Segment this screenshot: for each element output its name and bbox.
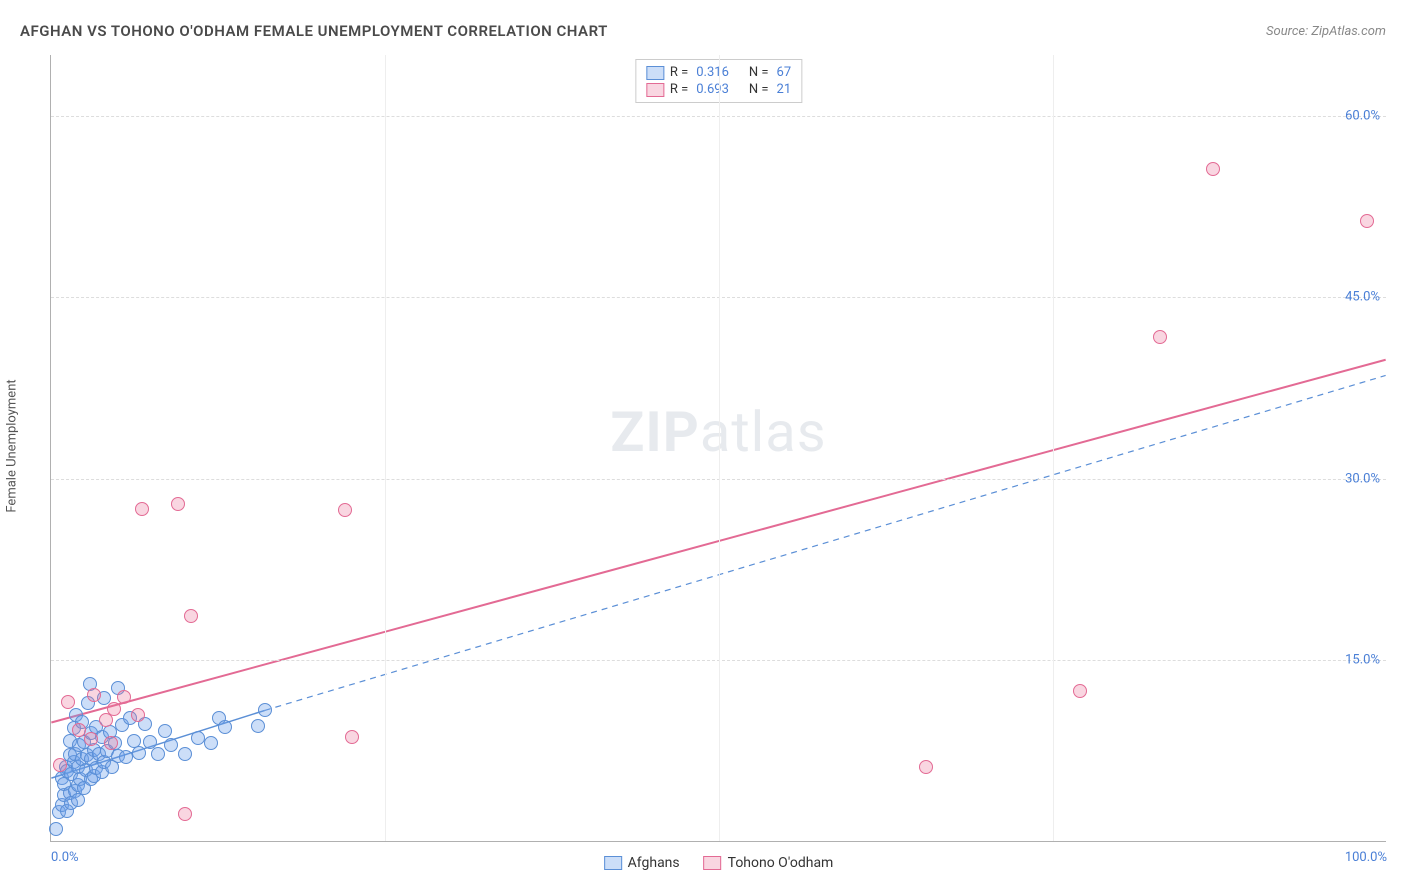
source-attribution: Source: ZipAtlas.com — [1266, 24, 1386, 39]
data-point — [84, 732, 98, 746]
gridline-v — [385, 55, 386, 841]
stat-n-value: 21 — [777, 82, 792, 97]
stat-n-label: N = — [749, 65, 769, 80]
stat-r-label: R = — [670, 65, 688, 80]
legend-swatch — [646, 83, 664, 97]
data-point — [191, 731, 205, 745]
gridline-v — [719, 55, 720, 841]
stat-r-value: 0.693 — [696, 82, 729, 97]
y-tick-label: 60.0% — [1345, 108, 1380, 123]
data-point — [171, 497, 185, 511]
legend-label: Afghans — [628, 855, 680, 871]
y-axis-label: Female Unemployment — [5, 379, 20, 512]
stat-r-value: 0.316 — [696, 65, 729, 80]
data-point — [71, 793, 85, 807]
legend-label: Tohono O'odham — [728, 855, 834, 871]
data-point — [1360, 214, 1374, 228]
data-point — [1206, 162, 1220, 176]
data-point — [919, 760, 933, 774]
data-point — [218, 720, 232, 734]
stat-n-label: N = — [749, 82, 769, 97]
y-tick-label: 30.0% — [1345, 471, 1380, 486]
x-tick-label: 100.0% — [1345, 850, 1387, 865]
data-point — [132, 746, 146, 760]
chart-title: AFGHAN VS TOHONO O'ODHAM FEMALE UNEMPLOY… — [20, 22, 608, 40]
data-point — [338, 503, 352, 517]
gridline-v — [1053, 55, 1054, 841]
data-point — [178, 807, 192, 821]
data-point — [49, 822, 63, 836]
legend-item: Tohono O'odham — [704, 855, 834, 871]
legend-swatch — [604, 856, 622, 870]
data-point — [87, 688, 101, 702]
data-point — [258, 703, 272, 717]
data-point — [1073, 684, 1087, 698]
series-legend: Afghans Tohono O'odham — [604, 855, 834, 871]
data-point — [151, 747, 165, 761]
scatter-chart: ZIPatlas R = 0.316 N = 67 R = 0.693 N = … — [50, 55, 1386, 842]
stat-n-value: 67 — [777, 65, 792, 80]
data-point — [72, 723, 86, 737]
x-tick-label: 0.0% — [51, 850, 79, 865]
data-point — [251, 719, 265, 733]
data-point — [345, 730, 359, 744]
data-point — [61, 695, 75, 709]
data-point — [158, 724, 172, 738]
y-tick-label: 15.0% — [1345, 653, 1380, 668]
data-point — [178, 747, 192, 761]
legend-swatch — [704, 856, 722, 870]
data-point — [104, 736, 118, 750]
data-point — [164, 738, 178, 752]
data-point — [204, 736, 218, 750]
data-point — [184, 609, 198, 623]
data-point — [53, 758, 67, 772]
data-point — [135, 502, 149, 516]
legend-item: Afghans — [604, 855, 680, 871]
stat-r-label: R = — [670, 82, 688, 97]
legend-swatch — [646, 66, 664, 80]
data-point — [117, 690, 131, 704]
y-tick-label: 45.0% — [1345, 290, 1380, 305]
data-point — [1153, 330, 1167, 344]
data-point — [119, 750, 133, 764]
data-point — [131, 708, 145, 722]
data-point — [107, 702, 121, 716]
